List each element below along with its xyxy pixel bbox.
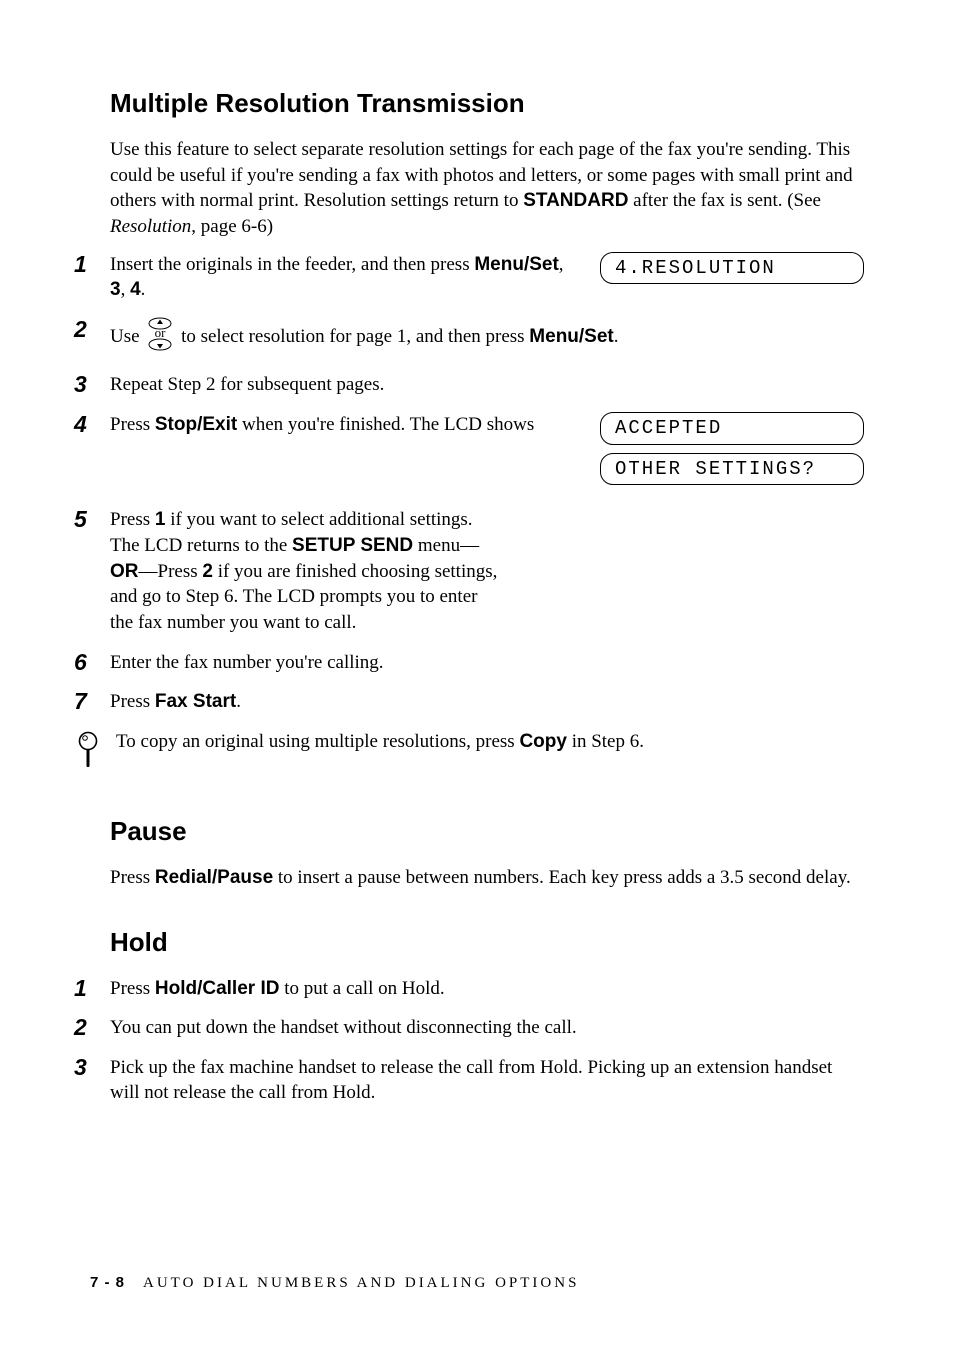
section-multiple-resolution: Multiple Resolution Transmission Use thi… [110, 88, 864, 776]
lcd-other-settings: OTHER SETTINGS? [600, 453, 864, 486]
step-5-key-2: 2 [202, 561, 213, 582]
step-number: 5 [74, 507, 110, 532]
step-number: 4 [74, 412, 110, 437]
intro-text-2: after the fax is sent. (See [628, 190, 821, 211]
step-4-text: Press Stop/Exit when you're finished. Th… [110, 412, 576, 438]
step-7-text: Press Fax Start. [110, 689, 864, 715]
step-1-key-4: 4 [130, 279, 141, 300]
step-2-part: to select resolution for page 1, and the… [176, 326, 529, 347]
pause-paragraph: Press Redial/Pause to insert a pause bet… [110, 865, 864, 891]
step-2-text: Use or to select resolution for page 1, … [110, 317, 864, 359]
note-part: in Step 6. [567, 731, 644, 752]
heading-multiple-resolution: Multiple Resolution Transmission [110, 88, 864, 119]
section-pause: Pause Press Redial/Pause to insert a pau… [110, 816, 864, 891]
step-1: 1 Insert the originals in the feeder, an… [110, 252, 864, 303]
step-1-key-3: 3 [110, 279, 121, 300]
footer-title: AUTO DIAL NUMBERS AND DIALING OPTIONS [143, 1275, 579, 1291]
step-number: 3 [74, 372, 110, 397]
step-number: 6 [74, 650, 110, 675]
step-1-menuset: Menu/Set [474, 254, 558, 275]
step-5-text: Press 1 if you want to select additional… [110, 507, 500, 635]
heading-hold: Hold [110, 927, 864, 958]
step-4-part: Press [110, 414, 155, 435]
step-1-part: . [141, 279, 146, 300]
step-3: 3 Repeat Step 2 for subsequent pages. [110, 372, 864, 398]
steps-list-1: 1 Insert the originals in the feeder, an… [110, 252, 864, 715]
step-1-part: , [121, 279, 131, 300]
hold-step-1-text: Press Hold/Caller ID to put a call on Ho… [110, 976, 864, 1002]
step-3-text: Repeat Step 2 for subsequent pages. [110, 372, 864, 398]
step-5-part: —Press [139, 561, 203, 582]
intro-paragraph: Use this feature to select separate reso… [110, 137, 864, 240]
step-6-text: Enter the fax number you're calling. [110, 650, 864, 676]
step-number: 3 [74, 1055, 110, 1080]
step-5-key-1: 1 [155, 509, 166, 530]
step-6: 6 Enter the fax number you're calling. [110, 650, 864, 676]
pause-part: Press [110, 867, 155, 888]
lcd-resolution: 4.RESOLUTION [600, 252, 864, 285]
hold-step-3-text: Pick up the fax machine handset to relea… [110, 1055, 864, 1106]
hold-step-3: 3 Pick up the fax machine handset to rel… [110, 1055, 864, 1106]
section-hold: Hold 1 Press Hold/Caller ID to put a cal… [110, 927, 864, 1107]
step-4-part: when you're finished. The LCD shows [237, 414, 534, 435]
note-text: To copy an original using multiple resol… [116, 729, 644, 755]
step-5: 5 Press 1 if you want to select addition… [110, 507, 864, 635]
step-1-text: Insert the originals in the feeder, and … [110, 252, 576, 303]
hold-step-1: 1 Press Hold/Caller ID to put a call on … [110, 976, 864, 1002]
step-1-part: , [559, 254, 564, 275]
step-7-part: Press [110, 691, 155, 712]
step-number: 1 [74, 976, 110, 1001]
step-2-part: Use [110, 326, 144, 347]
page-number: 7 - 8 [90, 1274, 125, 1291]
hold-step-2: 2 You can put down the handset without d… [110, 1015, 864, 1041]
hold-step-1-part: to put a call on Hold. [279, 978, 444, 999]
pause-redialpause: Redial/Pause [155, 867, 273, 888]
step-5-or: OR [110, 561, 139, 582]
page-footer: 7 - 8 AUTO DIAL NUMBERS AND DIALING OPTIO… [90, 1274, 579, 1292]
or-label: or [155, 325, 167, 340]
steps-list-hold: 1 Press Hold/Caller ID to put a call on … [110, 976, 864, 1107]
arrow-updown-icon: or [146, 317, 174, 359]
step-2: 2 Use or to select resolution for page 1… [110, 317, 864, 359]
step-4: 4 Press Stop/Exit when you're finished. … [110, 412, 864, 493]
step-5-setupsend: SETUP SEND [292, 535, 413, 556]
pause-part: to insert a pause between numbers. Each … [273, 867, 851, 888]
step-5-part: menu— [413, 535, 479, 556]
magnifier-icon [76, 731, 102, 776]
step-2-part: . [614, 326, 619, 347]
step-number: 2 [74, 317, 110, 342]
note-copy: Copy [519, 731, 567, 752]
intro-resolution-ref: Resolution [110, 216, 191, 237]
hold-step-2-text: You can put down the handset without dis… [110, 1015, 864, 1041]
step-4-stopexit: Stop/Exit [155, 414, 237, 435]
heading-pause: Pause [110, 816, 864, 847]
note-row: To copy an original using multiple resol… [110, 729, 864, 776]
hold-step-1-part: Press [110, 978, 155, 999]
step-7: 7 Press Fax Start. [110, 689, 864, 715]
intro-standard: STANDARD [523, 190, 628, 211]
step-number: 2 [74, 1015, 110, 1040]
step-1-part: Insert the originals in the feeder, and … [110, 254, 474, 275]
step-7-part: . [236, 691, 241, 712]
step-number: 7 [74, 689, 110, 714]
step-2-menuset: Menu/Set [529, 326, 613, 347]
step-number: 1 [74, 252, 110, 277]
lcd-accepted: ACCEPTED [600, 412, 864, 445]
step-7-faxstart: Fax Start [155, 691, 236, 712]
step-5-part: Press [110, 509, 155, 530]
note-part: To copy an original using multiple resol… [116, 731, 519, 752]
intro-text-3: , page 6-6) [191, 216, 273, 237]
hold-step-1-holdcallerid: Hold/Caller ID [155, 978, 280, 999]
